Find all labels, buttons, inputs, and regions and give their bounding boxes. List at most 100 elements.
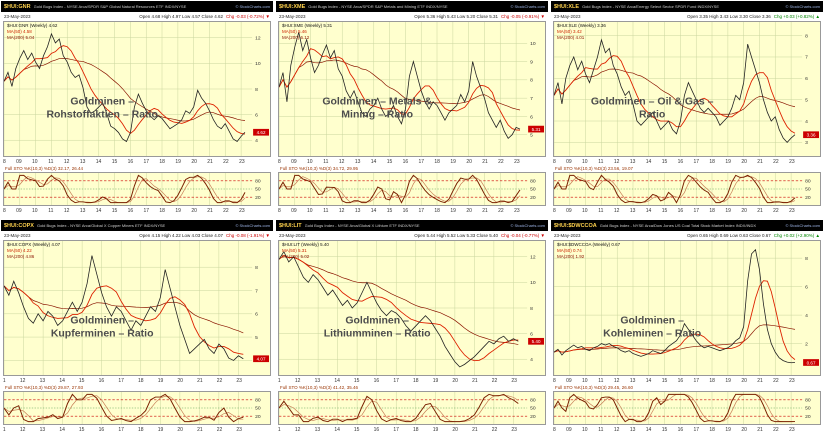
x-axis-labels: 08 09 10 11 12 13 14 15 16 17 18 19 20 21 22 23: [278, 157, 546, 164]
svg-text:18: 18: [413, 427, 419, 432]
ohlc-values: Open 4.15 High 4.22 Low 4.03 Close 4.07 …: [139, 233, 270, 238]
svg-text:22: 22: [492, 378, 498, 383]
svg-text:5.31: 5.31: [532, 127, 541, 132]
x-axis: 08 09 10 11 12 13 14 15 16 17 18 19 20 21 22 23: [3, 159, 245, 164]
price-chart-area[interactable]: 5 6 7 8 9 10 5.31 $HUI:XME (Weekly) 5.31 MA(50…: [278, 21, 546, 157]
chart-header-bar: $HUI:XME Gold Bugs Index - NYSE Arca/SPD…: [276, 1, 548, 12]
svg-text:23: 23: [239, 208, 245, 213]
svg-text:08: 08: [278, 208, 281, 213]
price-chart[interactable]: 456784.07: [3, 240, 271, 376]
stockcharts-copyright-link[interactable]: © StockCharts.com: [785, 4, 820, 9]
chart-annotation: Goldminen – Kohleminen – Ratio: [603, 314, 701, 339]
legend-series: $HUI:COPX (Weekly) 4.07: [7, 242, 61, 247]
legend-series: $HUI:XME (Weekly) 5.31: [282, 23, 333, 28]
stochastic-panel-area[interactable]: 80 50 20: [278, 172, 546, 206]
price-chart[interactable]: 4 6 8 10 12 4.62: [3, 21, 271, 157]
stochastic-chart[interactable]: 80 50 20: [553, 391, 821, 425]
stockcharts-copyright-link[interactable]: © StockCharts.com: [785, 223, 820, 228]
svg-text:15: 15: [662, 208, 668, 213]
svg-text:8: 8: [805, 256, 808, 262]
price-chart-area[interactable]: 4 6 8 10 12 4.62 $HUI:GNR (Weekly) 4.62 MA(50…: [3, 21, 271, 157]
svg-text:18: 18: [434, 208, 440, 213]
svg-text:12: 12: [295, 427, 301, 432]
svg-text:11: 11: [598, 208, 603, 213]
svg-text:17: 17: [419, 208, 425, 213]
svg-text:13: 13: [630, 427, 636, 432]
stockcharts-copyright-link[interactable]: © StockCharts.com: [235, 223, 270, 228]
stochastic-panel-area[interactable]: 80 50 20: [553, 391, 821, 425]
stockcharts-copyright-link[interactable]: © StockCharts.com: [510, 4, 545, 9]
svg-text:11: 11: [48, 208, 53, 213]
svg-text:6: 6: [255, 312, 258, 318]
stochastic-panel-area[interactable]: 80 50 20: [278, 391, 546, 425]
svg-text:50: 50: [530, 406, 536, 412]
stochastic-panel-area[interactable]: 80 50 20: [3, 172, 271, 206]
svg-text:14: 14: [646, 427, 652, 432]
stochastic-panel-area[interactable]: 80 50 20: [3, 391, 271, 425]
svg-text:19: 19: [433, 427, 439, 432]
svg-text:2: 2: [805, 341, 808, 347]
stochastic-chart[interactable]: 80 50 20: [278, 391, 546, 425]
sto-x-axis-labels: 08 09 10 11 12 13 14 15 16 17 18 19 20 21 22 23: [278, 206, 546, 213]
svg-text:22: 22: [773, 378, 779, 383]
svg-text:18: 18: [159, 208, 165, 213]
svg-text:80: 80: [255, 179, 261, 185]
svg-text:09: 09: [566, 427, 572, 432]
quote-date: 23-May-2023: [4, 14, 31, 19]
quote-date: 23-May-2023: [279, 233, 306, 238]
quote-info-row: 23-May-2023 Open 3.35 High 3.43 Low 3.30…: [551, 12, 823, 21]
stochastic-chart[interactable]: 80 50 20: [553, 172, 821, 206]
svg-text:13: 13: [630, 159, 636, 164]
price-chart-area[interactable]: 4 6 8 10 12 5.40 $HUI:LIT (Weekly) 5.40 MA(50…: [278, 240, 546, 376]
stockcharts-copyright-link[interactable]: © StockCharts.com: [235, 4, 270, 9]
stochastic-chart[interactable]: 80 50 20: [278, 172, 546, 206]
stochastic-panel-area[interactable]: 80 50 20: [553, 172, 821, 206]
svg-text:15: 15: [112, 208, 118, 213]
svg-text:16: 16: [678, 208, 684, 213]
sto-x-axis: 08 09 10 11 12 13 14 15 16 17 18 19 20 21 22 23: [553, 427, 795, 432]
svg-text:14: 14: [371, 208, 377, 213]
svg-text:14: 14: [334, 427, 340, 432]
quote-info-row: 23-May-2023 Open 0.65 High 0.69 Low 0.63…: [551, 231, 823, 240]
price-chart[interactable]: 4 6 8 10 12 5.40: [278, 240, 546, 376]
svg-text:23: 23: [789, 159, 795, 164]
stochastic-chart[interactable]: 80 50 20: [3, 391, 271, 425]
svg-text:14: 14: [59, 427, 65, 432]
change-value: Chg +0.03 (+0.82%) ▲: [773, 14, 820, 19]
price-chart-area[interactable]: 2 4 6 8 0.67 $HUI:$DWCCOA (Weekly) 0.67 MA(5…: [553, 240, 821, 376]
svg-text:21: 21: [207, 159, 213, 164]
svg-text:10: 10: [530, 41, 536, 47]
svg-text:18: 18: [138, 427, 144, 432]
svg-text:80: 80: [805, 179, 811, 185]
legend-ma200: MA(200) 4.01: [557, 34, 585, 40]
chart-legend: $HUI:XLE (Weekly) 3.36 MA(50) 3.42 MA(20…: [557, 23, 606, 41]
svg-text:21: 21: [472, 427, 478, 432]
chart-description: Gold Bugs Index - NYSE Arca/Global X Cop…: [36, 223, 166, 228]
svg-text:11: 11: [598, 427, 603, 432]
svg-text:9: 9: [530, 59, 533, 65]
chart-header-bar: $HUI:GNR Gold Bugs Index - NYSE Arca/SPD…: [1, 1, 273, 12]
svg-text:18: 18: [709, 427, 715, 432]
svg-text:17: 17: [694, 427, 700, 432]
stockcharts-copyright-link[interactable]: © StockCharts.com: [510, 223, 545, 228]
price-chart[interactable]: 2 4 6 8 0.67: [553, 240, 821, 376]
svg-text:13: 13: [80, 208, 86, 213]
stochastic-chart[interactable]: 80 50 20: [3, 172, 271, 206]
svg-text:12: 12: [530, 255, 536, 261]
price-chart-area[interactable]: 3 4 5 6 7 8 3.36 $HUI:XLE (Weekly) 3.36 MA(50)…: [553, 21, 821, 157]
price-chart[interactable]: 3 4 5 6 7 8 3.36: [553, 21, 821, 157]
price-chart[interactable]: 5 6 7 8 9 10 5.31: [278, 21, 546, 157]
legend-series: $HUI:GNR (Weekly) 4.62: [7, 23, 58, 28]
svg-text:13: 13: [315, 427, 321, 432]
svg-text:80: 80: [805, 398, 811, 404]
svg-text:15: 15: [662, 159, 668, 164]
chart-header-bar: $HUI:$DWCCOA Gold Bugs Index - NYSE Arca…: [551, 220, 823, 231]
chart-header-bar: $HUI:LIT Gold Bugs Index - NYSE Arca/Glo…: [276, 220, 548, 231]
quote-info-row: 23-May-2023 Open 4.15 High 4.22 Low 4.03…: [1, 231, 273, 240]
svg-text:13: 13: [40, 378, 46, 383]
svg-text:23: 23: [239, 159, 245, 164]
svg-text:23: 23: [236, 427, 242, 432]
quote-date: 23-May-2023: [554, 14, 581, 19]
svg-text:23: 23: [236, 378, 242, 383]
price-chart-area[interactable]: 456784.07 $HUI:COPX (Weekly) 4.07 MA(50)…: [3, 240, 271, 376]
